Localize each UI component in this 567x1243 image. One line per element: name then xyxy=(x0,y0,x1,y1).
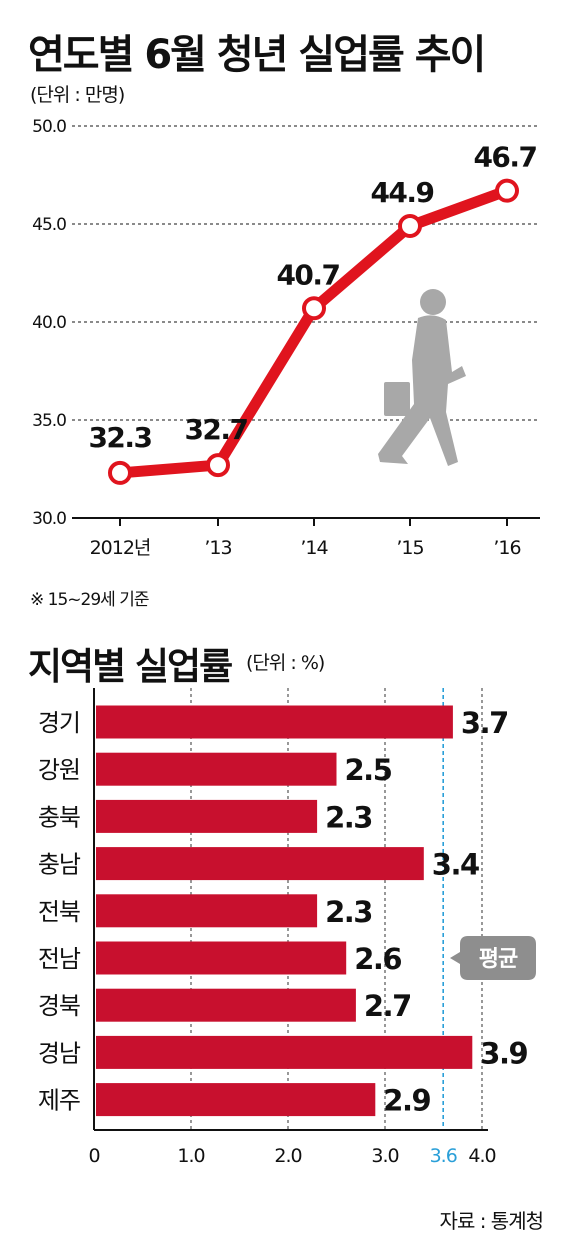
line-chart-unit: (단위 : 만명) xyxy=(30,84,125,106)
x-tick-label: 2.0 xyxy=(274,1145,301,1167)
category-label: 제주 xyxy=(38,1087,80,1115)
category-label: 경기 xyxy=(38,709,80,737)
line-chart: 30.0 35.0 40.0 45.0 50.0 2012년 ’13 ’14 ’15 ’16 32.… xyxy=(32,117,540,559)
y-tick-label: 30.0 xyxy=(32,509,66,529)
data-label: 3.4 xyxy=(432,848,479,882)
data-label: 2.9 xyxy=(383,1084,430,1118)
person-head-icon xyxy=(420,289,446,315)
y-tick-label: 35.0 xyxy=(32,411,66,431)
bar xyxy=(96,1035,473,1069)
x-tick-label: ’14 xyxy=(300,537,328,559)
callout-label: 평균 xyxy=(479,947,518,972)
data-label: 44.9 xyxy=(370,176,433,209)
data-label: 3.9 xyxy=(480,1036,527,1070)
y-tick-label: 45.0 xyxy=(32,215,66,235)
data-label: 32.3 xyxy=(88,421,151,454)
y-tick-label: 50.0 xyxy=(32,117,66,137)
bar-chart-unit: (단위 : %) xyxy=(246,652,325,674)
bar xyxy=(96,894,318,928)
data-label: 40.7 xyxy=(276,258,339,291)
x-tick-label: 3.0 xyxy=(371,1145,398,1167)
data-label: 2.7 xyxy=(364,989,411,1023)
data-label: 3.7 xyxy=(461,706,508,740)
category-label: 경북 xyxy=(38,992,80,1020)
x-tick-label: 0 xyxy=(88,1145,99,1167)
average-callout: 평균 xyxy=(450,936,536,980)
x-tick-label: ’15 xyxy=(396,537,423,559)
data-point xyxy=(206,453,230,478)
source-credit: 자료 : 통계청 xyxy=(439,1209,544,1233)
data-point xyxy=(302,296,326,321)
data-point xyxy=(108,460,132,485)
bar xyxy=(96,1083,376,1117)
x-tick-label: ’13 xyxy=(204,537,231,559)
data-label: 2.5 xyxy=(345,753,392,787)
data-label: 46.7 xyxy=(473,141,536,174)
bar xyxy=(96,847,424,881)
data-label: 2.6 xyxy=(354,942,401,976)
x-tick-label: 2012년 xyxy=(90,537,151,559)
data-point xyxy=(495,178,519,203)
bar xyxy=(96,705,453,739)
category-label: 충북 xyxy=(38,803,80,831)
average-tick-label: 3.6 xyxy=(430,1145,457,1167)
category-label: 전북 xyxy=(38,898,80,926)
x-tick-label: 1.0 xyxy=(177,1145,204,1167)
data-point xyxy=(398,213,422,238)
data-label: 2.3 xyxy=(325,800,372,834)
data-label: 2.3 xyxy=(325,895,372,929)
callout-bubble xyxy=(450,936,536,980)
y-tick-label: 40.0 xyxy=(32,313,66,333)
category-label: 강원 xyxy=(38,756,80,784)
walking-person-icon xyxy=(378,289,466,466)
data-label: 32.7 xyxy=(184,413,247,446)
line-chart-title: 연도별 6월 청년 실업률 추이 xyxy=(28,32,486,78)
bar-chart-title: 지역별 실업률 xyxy=(28,645,233,688)
category-label: 충남 xyxy=(38,851,81,879)
bar xyxy=(96,988,356,1022)
line-chart-note: ※ 15~29세 기준 xyxy=(30,590,149,610)
x-tick-label: ’16 xyxy=(493,537,520,559)
category-label: 경남 xyxy=(38,1039,81,1067)
bar xyxy=(96,752,337,786)
category-label: 전남 xyxy=(38,945,81,973)
briefcase-icon xyxy=(384,382,410,416)
bar xyxy=(96,941,347,975)
person-body-icon xyxy=(378,315,466,466)
bar xyxy=(96,799,318,833)
x-tick-label: 4.0 xyxy=(468,1145,495,1167)
